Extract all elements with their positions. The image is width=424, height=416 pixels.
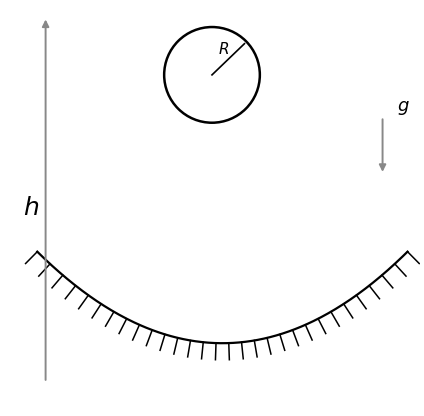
Text: g: g bbox=[397, 97, 408, 115]
Text: R: R bbox=[218, 42, 229, 57]
Text: h: h bbox=[23, 196, 39, 220]
